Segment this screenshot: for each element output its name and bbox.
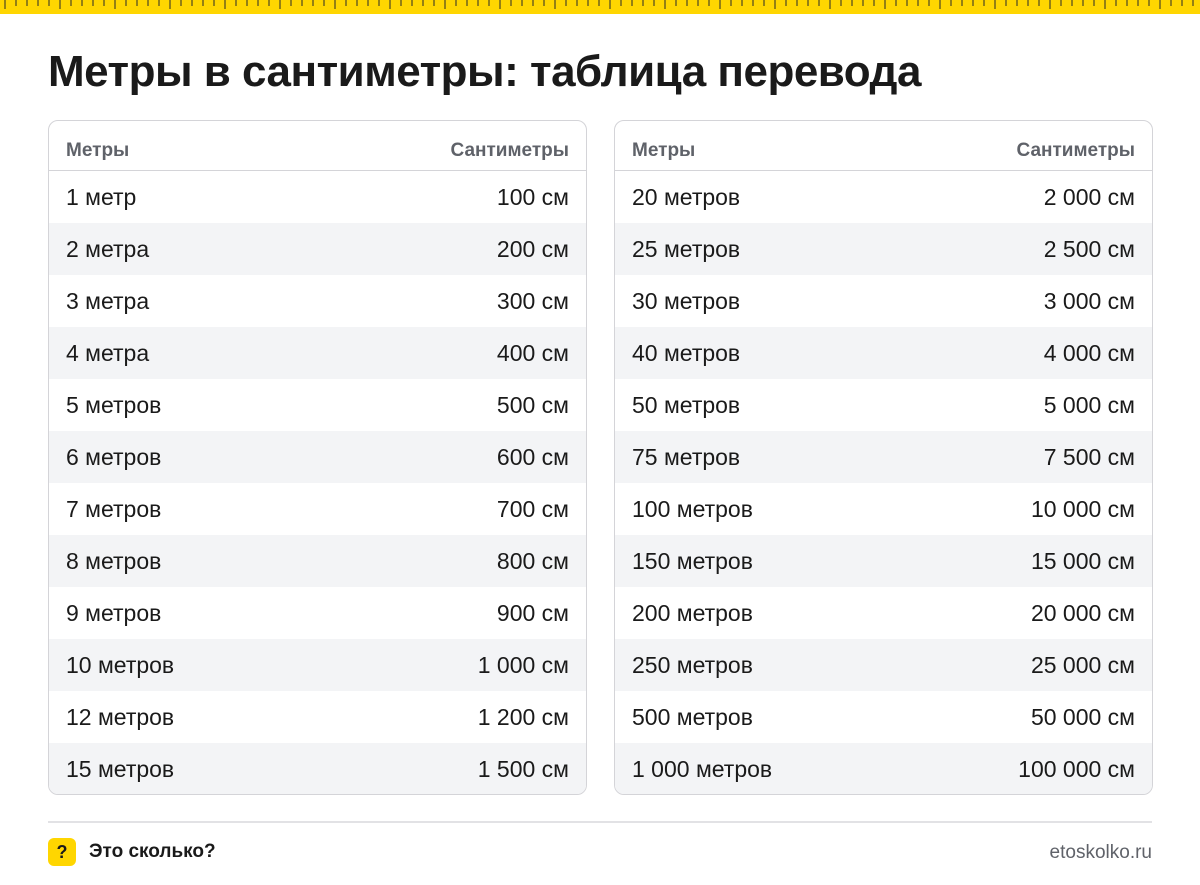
cell-meters: 50 метров xyxy=(632,391,741,418)
table-row: 1 000 метров 100 000 см xyxy=(615,743,1152,794)
cell-centimeters: 50 000 см xyxy=(1030,703,1135,730)
cell-centimeters: 600 см xyxy=(496,443,569,470)
footer-divider xyxy=(48,821,1152,823)
table-body: 20 метров 2 000 см 25 метров 2 500 см 30 м… xyxy=(615,171,1152,794)
header-centimeters: Сантиметры xyxy=(450,140,570,161)
cell-meters: 25 метров xyxy=(632,235,741,262)
cell-meters: 200 метров xyxy=(632,599,753,626)
cell-centimeters: 2 000 см xyxy=(1043,183,1135,210)
table-header: Метры Сантиметры xyxy=(615,121,1152,171)
cell-centimeters: 800 см xyxy=(496,547,569,574)
table-row: 40 метров 4 000 см xyxy=(615,327,1152,379)
cell-meters: 150 метров xyxy=(632,547,753,574)
cell-meters: 40 метров xyxy=(632,339,741,366)
site-link[interactable]: etoskolko.ru xyxy=(1049,842,1152,863)
cell-centimeters: 3 000 см xyxy=(1043,287,1135,314)
cell-meters: 75 метров xyxy=(632,443,741,470)
cell-centimeters: 900 см xyxy=(496,599,569,626)
table-row: 15 метров 1 500 см xyxy=(49,743,586,794)
cell-centimeters: 100 000 см xyxy=(1018,755,1135,782)
cell-meters: 6 метров xyxy=(66,443,162,470)
cell-meters: 9 метров xyxy=(66,599,162,626)
cell-centimeters: 1 200 см xyxy=(477,703,569,730)
table-row: 250 метров 25 000 см xyxy=(615,639,1152,691)
cell-centimeters: 2 500 см xyxy=(1043,235,1135,262)
cell-meters: 1 метр xyxy=(66,183,137,210)
cell-centimeters: 25 000 см xyxy=(1030,651,1135,678)
cell-centimeters: 300 см xyxy=(496,287,569,314)
brand-name: Это сколько? xyxy=(89,841,216,862)
cell-meters: 8 метров xyxy=(66,547,162,574)
table-row: 1 метр 100 см xyxy=(49,171,586,223)
cell-meters: 10 метров xyxy=(66,651,175,678)
question-mark-icon: ? xyxy=(48,838,76,866)
ruler-strip xyxy=(0,0,1200,14)
cell-meters: 5 метров xyxy=(66,391,162,418)
table-row: 200 метров 20 000 см xyxy=(615,587,1152,639)
cell-meters: 7 метров xyxy=(66,495,162,522)
table-row: 50 метров 5 000 см xyxy=(615,379,1152,431)
cell-meters: 30 метров xyxy=(632,287,741,314)
cell-meters: 2 метра xyxy=(66,235,150,262)
brand: ? Это сколько? xyxy=(48,838,216,866)
header-centimeters: Сантиметры xyxy=(1016,140,1136,161)
table-header: Метры Сантиметры xyxy=(49,121,586,171)
table-row: 25 метров 2 500 см xyxy=(615,223,1152,275)
cell-meters: 12 метров xyxy=(66,703,175,730)
table-row: 150 метров 15 000 см xyxy=(615,535,1152,587)
cell-meters: 100 метров xyxy=(632,495,753,522)
cell-meters: 4 метра xyxy=(66,339,150,366)
table-row: 5 метров 500 см xyxy=(49,379,586,431)
cell-meters: 15 метров xyxy=(66,755,175,782)
cell-meters: 1 000 метров xyxy=(632,755,773,782)
cell-centimeters: 500 см xyxy=(496,391,569,418)
conversion-table-left: Метры Сантиметры 1 метр 100 см 2 метра 200… xyxy=(48,120,587,795)
page-title: Метры в сантиметры: таблица перевода xyxy=(48,47,921,96)
table-row: 20 метров 2 000 см xyxy=(615,171,1152,223)
cell-centimeters: 7 500 см xyxy=(1043,443,1135,470)
table-row: 4 метра 400 см xyxy=(49,327,586,379)
table-row: 12 метров 1 200 см xyxy=(49,691,586,743)
cell-centimeters: 1 500 см xyxy=(477,755,569,782)
table-row: 8 метров 800 см xyxy=(49,535,586,587)
cell-centimeters: 4 000 см xyxy=(1043,339,1135,366)
cell-meters: 3 метра xyxy=(66,287,150,314)
cell-centimeters: 200 см xyxy=(496,235,569,262)
table-row: 7 метров 700 см xyxy=(49,483,586,535)
table-row: 2 метра 200 см xyxy=(49,223,586,275)
table-row: 500 метров 50 000 см xyxy=(615,691,1152,743)
table-row: 6 метров 600 см xyxy=(49,431,586,483)
cell-centimeters: 10 000 см xyxy=(1030,495,1135,522)
cell-centimeters: 20 000 см xyxy=(1030,599,1135,626)
header-meters: Метры xyxy=(66,140,130,161)
cell-centimeters: 5 000 см xyxy=(1043,391,1135,418)
cell-meters: 500 метров xyxy=(632,703,753,730)
cell-centimeters: 400 см xyxy=(496,339,569,366)
table-row: 9 метров 900 см xyxy=(49,587,586,639)
table-row: 75 метров 7 500 см xyxy=(615,431,1152,483)
conversion-table-right: Метры Сантиметры 20 метров 2 000 см 25 ме… xyxy=(614,120,1153,795)
cell-meters: 20 метров xyxy=(632,183,741,210)
header-meters: Метры xyxy=(632,140,696,161)
table-row: 100 метров 10 000 см xyxy=(615,483,1152,535)
cell-centimeters: 100 см xyxy=(496,183,569,210)
table-row: 3 метра 300 см xyxy=(49,275,586,327)
cell-meters: 250 метров xyxy=(632,651,753,678)
table-row: 10 метров 1 000 см xyxy=(49,639,586,691)
cell-centimeters: 1 000 см xyxy=(477,651,569,678)
cell-centimeters: 700 см xyxy=(496,495,569,522)
table-row: 30 метров 3 000 см xyxy=(615,275,1152,327)
ruler-ticks xyxy=(4,0,1194,9)
cell-centimeters: 15 000 см xyxy=(1030,547,1135,574)
table-body: 1 метр 100 см 2 метра 200 см 3 метра 300 см… xyxy=(49,171,586,794)
